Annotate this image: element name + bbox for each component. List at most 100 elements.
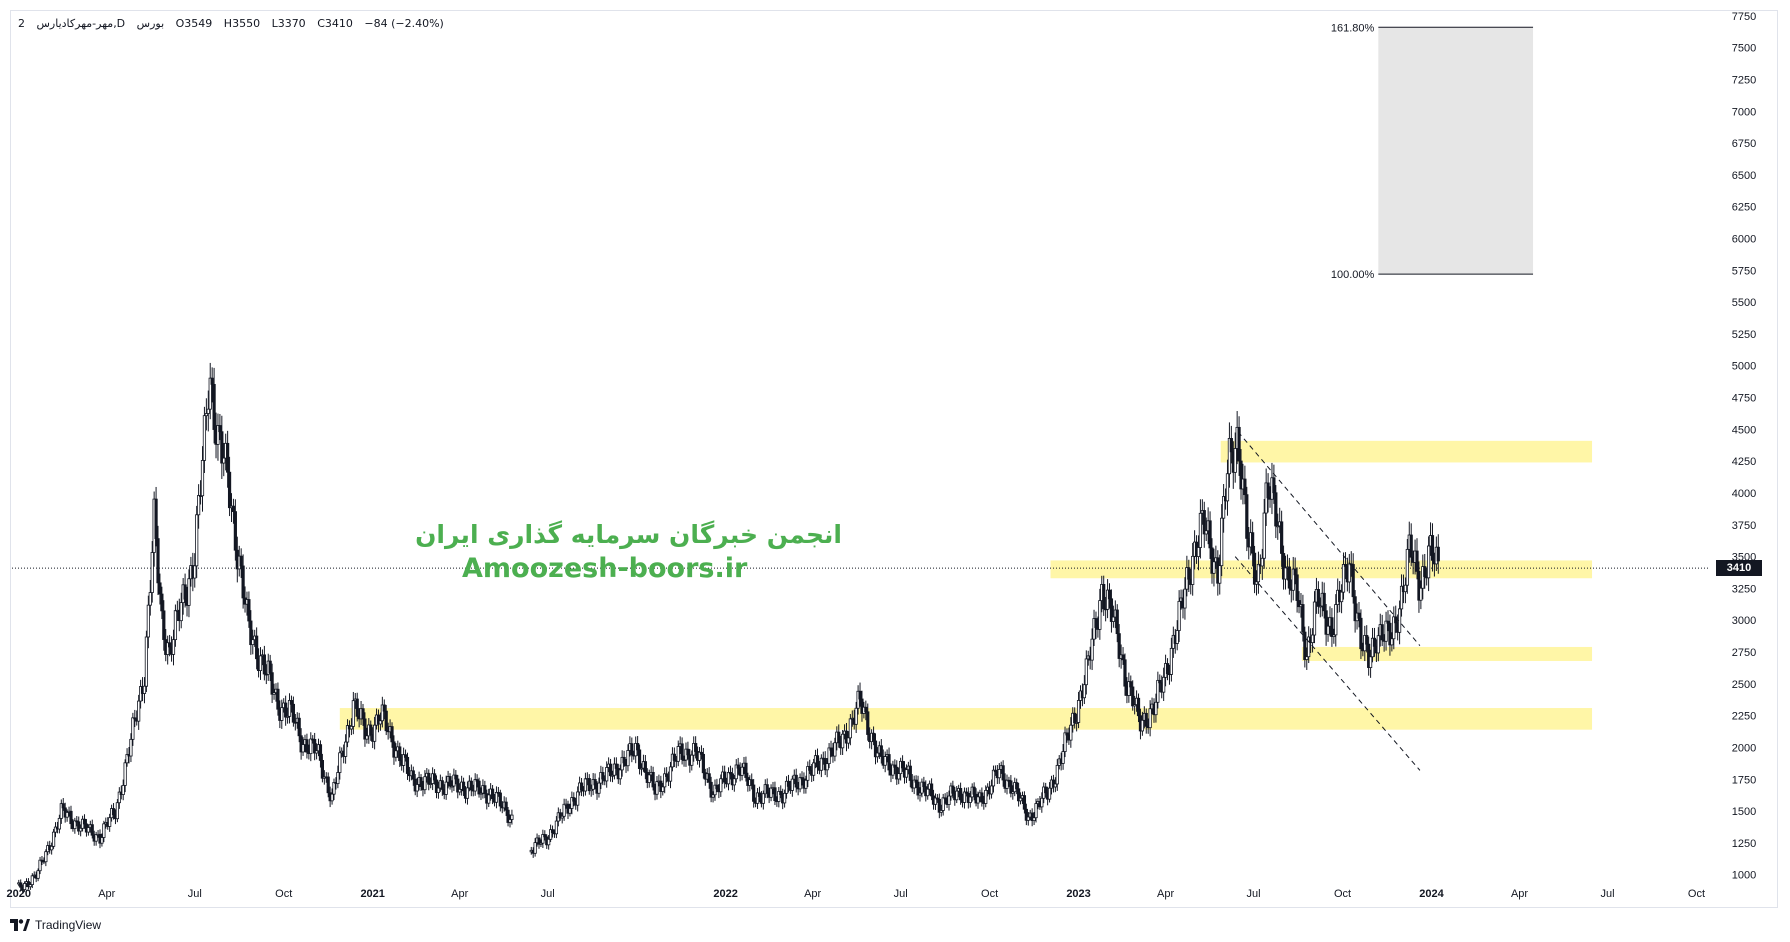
candle-body [1423,566,1427,577]
candle-body [1386,620,1390,624]
candle-body [883,756,887,766]
price-axis-tick: 1000 [1732,870,1756,882]
candle-body [268,660,272,674]
candle-body [1436,546,1440,562]
price-axis-tick: 4750 [1732,393,1756,405]
candle-body [1274,492,1278,527]
candle-body [1133,704,1137,707]
candle-body [239,555,243,567]
candle-body [405,756,410,774]
support-resistance-zone[interactable] [339,708,1593,730]
candle-body [873,740,878,758]
candle-body [373,724,377,742]
candle-body [1293,568,1297,576]
candle-body [935,797,939,800]
candle-body [1359,617,1363,650]
candle-body [69,810,73,825]
candle-body [937,798,941,813]
candle-body [117,791,121,804]
candle-body [208,377,212,410]
candle-body [1105,589,1110,610]
fib-projection-box[interactable] [1378,27,1534,275]
candle-body [1384,620,1388,642]
brand-name: TradingView [35,918,102,932]
candle-body [1017,788,1021,802]
channel-trendline[interactable] [1237,431,1421,647]
candle-body [79,827,83,832]
legend-interval: 2 [18,17,25,30]
brand-footer[interactable]: TradingView [10,917,101,933]
candle-body [1123,659,1127,687]
legend-close: C3410 [317,17,353,30]
candle-body [1280,521,1284,554]
candle-body [858,690,862,700]
channel-trendline[interactable] [1234,556,1421,771]
candle-body [51,831,56,847]
candle-body [547,838,551,846]
candle-body [568,808,572,814]
candle-body [887,754,891,771]
candle-body [378,720,383,725]
candle-body [1245,494,1249,539]
candle-body [1330,617,1334,637]
candle-body [270,672,274,695]
candle-body [637,749,642,769]
candle-body [129,738,133,757]
candle-body [1310,634,1315,644]
candle-body [233,511,237,551]
candle-body [1001,765,1005,781]
candle-body [773,787,777,802]
candle-body [461,781,466,792]
candle-body [187,578,191,606]
legend-symbol[interactable]: مهر-مهرکادیارس,D [36,17,126,30]
candle-body [1032,817,1036,822]
candle-body [549,829,553,840]
price-axis-tick: 7500 [1732,43,1756,55]
support-resistance-zone[interactable] [1301,646,1593,661]
candle-body [951,785,955,794]
candle-body [434,779,439,793]
candle-body [506,809,510,823]
candle-body [336,772,340,785]
candle-body [912,779,916,789]
candle-body [1272,477,1276,494]
candle-body [332,782,336,795]
candle-body [1094,618,1098,628]
candle-body [432,773,437,781]
candle-body [1005,779,1009,789]
candle-body [1405,548,1409,586]
candle-body [1136,697,1141,717]
support-resistance-zone[interactable] [1220,440,1593,463]
candle-body [1222,496,1226,519]
candle-body [1287,566,1291,589]
candle-body [142,685,147,694]
candle-body [19,882,23,888]
candle-body [626,750,630,767]
watermark-site: Amoozesh-boors.ir [462,553,748,584]
candle-body [158,582,162,595]
candle-body [1117,633,1121,659]
support-resistance-zone[interactable] [1050,560,1593,579]
candle-body [1061,751,1065,764]
candle-body [179,602,183,622]
candle-body [744,762,748,778]
price-axis-tick: 2250 [1732,711,1756,723]
candle-body [200,460,205,497]
candle-body [947,795,951,805]
candle-body [30,875,34,885]
candle-body [761,793,765,804]
candle-body [1370,637,1375,658]
candle-body [860,698,864,714]
candle-body [786,780,791,787]
candle-body [651,771,655,788]
time-axis-tick: Apr [804,888,821,900]
candle-body [1051,779,1056,788]
candle-body [962,791,967,803]
candle-body [111,808,116,816]
candle-body [659,780,663,792]
candle-body [487,794,491,804]
candle-body [1082,684,1086,699]
fib-level-label: 161.80% [1331,22,1375,34]
chart-legend: 2 مهر-مهرکادیارس,D بورس O3549 H3550 L337… [18,17,452,30]
